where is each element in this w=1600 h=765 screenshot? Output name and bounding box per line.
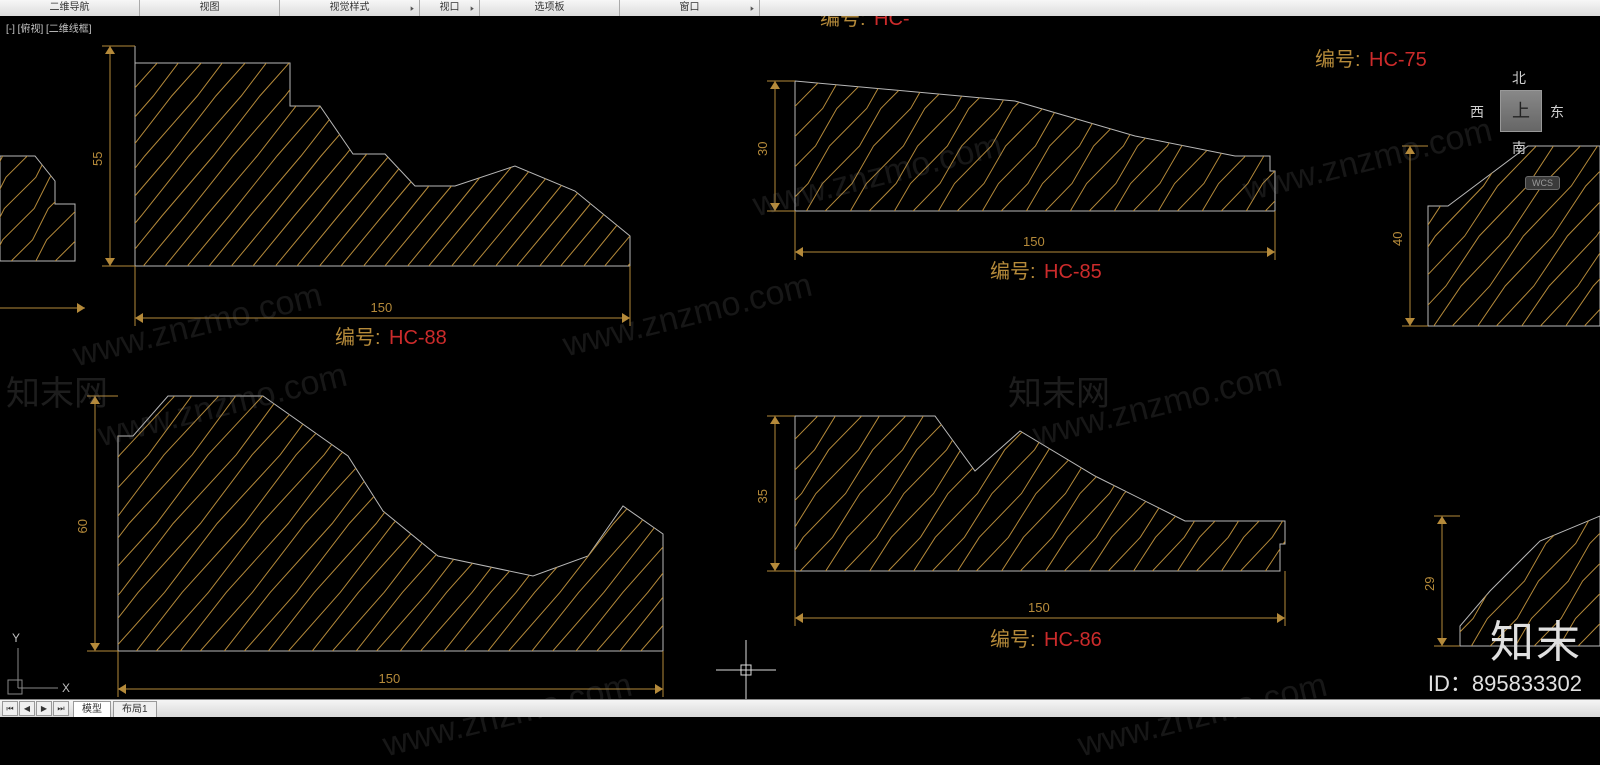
svg-text:150: 150: [1023, 234, 1045, 249]
menu-视口[interactable]: 视口: [420, 0, 480, 16]
profile-HC-89: 15060编号:HC-89: [0, 386, 1124, 700]
tab-next-icon[interactable]: ▶: [36, 701, 52, 716]
wcs-badge[interactable]: WCS: [1525, 176, 1560, 190]
top-toolbar: 二维导航视图视觉样式视口选项板窗口: [0, 0, 1600, 17]
svg-text:150: 150: [1028, 600, 1050, 615]
svg-text:HC-85: HC-85: [1044, 261, 1102, 283]
ucs-icon: X Y: [8, 631, 70, 695]
menu-视图[interactable]: 视图: [140, 0, 280, 16]
viewcube-west[interactable]: 西: [1470, 102, 1484, 122]
brand-watermark: 知末: [1490, 606, 1582, 670]
svg-text:X: X: [62, 681, 70, 695]
profile-HC-88: 150 55 编号: HC-88: [0, 36, 1036, 349]
svg-text:HC-86: HC-86: [1044, 629, 1102, 651]
svg-text:HC-: HC-: [874, 16, 910, 30]
crosshair-cursor: [716, 640, 776, 700]
svg-text:55: 55: [90, 152, 105, 166]
menu-二维导航[interactable]: 二维导航: [0, 0, 140, 16]
svg-text:40: 40: [1390, 232, 1405, 246]
menu-窗口[interactable]: 窗口: [620, 0, 760, 16]
tab-last-icon[interactable]: ⏭: [53, 701, 69, 716]
profile-HC-86: 150 35 编号: HC-86: [640, 406, 1575, 651]
tab-first-icon[interactable]: ⏮: [2, 701, 18, 716]
svg-text:编号:: 编号:: [990, 260, 1036, 283]
svg-text:150: 150: [379, 671, 401, 686]
tab-prev-icon[interactable]: ◀: [19, 701, 35, 716]
svg-text:150: 150: [371, 300, 393, 315]
drawing-canvas[interactable]: 150 55 编号: HC-88 150 30 编号: HC-85 40 编号: HC-75 150 6…: [0, 16, 1600, 700]
menu-选项板[interactable]: 选项板: [480, 0, 620, 16]
svg-text:编号:: 编号:: [1315, 48, 1361, 71]
svg-text:HC-75: HC-75: [1369, 49, 1427, 71]
svg-text:60: 60: [75, 519, 90, 533]
viewcube-top-face[interactable]: 上: [1500, 90, 1542, 132]
svg-text:30: 30: [755, 142, 770, 156]
tab-model[interactable]: 模型: [73, 701, 111, 717]
profile-HC-85: 150 30 编号: HC-85: [665, 71, 1504, 283]
asset-id: ID：895833302: [1428, 666, 1582, 698]
viewcube-east[interactable]: 东: [1550, 102, 1564, 122]
tab-layout1[interactable]: 布局1: [113, 701, 157, 717]
svg-text:Y: Y: [12, 631, 20, 645]
svg-text:编号:: 编号:: [820, 16, 866, 30]
viewcube-north[interactable]: 北: [1512, 68, 1526, 88]
view-cube[interactable]: 北 南 西 东 上: [1452, 66, 1582, 176]
svg-text:HC-88: HC-88: [389, 327, 447, 349]
viewcube-south[interactable]: 南: [1512, 138, 1526, 158]
svg-text:编号:: 编号:: [335, 326, 381, 349]
layout-tab-bar: ⏮ ◀ ▶ ⏭ 模型 布局1: [0, 699, 1600, 717]
menu-视觉样式[interactable]: 视觉样式: [280, 0, 420, 16]
tab-nav-buttons[interactable]: ⏮ ◀ ▶ ⏭: [0, 701, 71, 716]
svg-text:编号:: 编号:: [990, 628, 1036, 651]
profile-left-small: [0, 146, 257, 271]
svg-text:35: 35: [755, 489, 770, 503]
model-viewport[interactable]: [-] [俯视] [二维线框] 15055编号:HC-8815030编号:HC-…: [0, 16, 1600, 700]
svg-text:29: 29: [1422, 577, 1437, 591]
